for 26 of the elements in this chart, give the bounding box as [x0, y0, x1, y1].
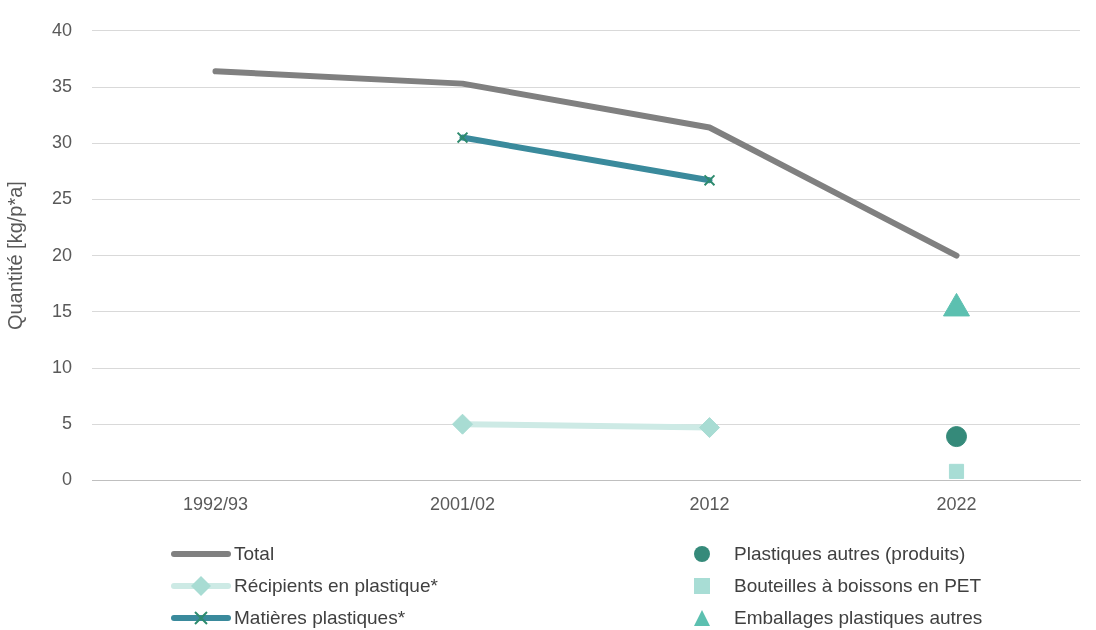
point [456, 131, 469, 144]
y-tick-label: 25 [51, 188, 73, 209]
x-tick-label: 2001/02 [429, 494, 496, 515]
y-tick-label: 20 [51, 244, 73, 265]
y-axis-title: Quantité [kg/p*a] [3, 181, 26, 331]
legend-label: Total [234, 543, 275, 565]
y-tick-label: 35 [51, 75, 73, 96]
y-tick-label: 30 [51, 132, 73, 153]
y-tick-label: 15 [51, 300, 73, 321]
y-tick-label: 10 [51, 356, 73, 377]
legend-label: Emballages plastiques autres [734, 607, 983, 629]
point [948, 463, 965, 479]
point [699, 417, 721, 439]
point [946, 426, 967, 448]
x-tick-label: 2012 [689, 494, 730, 515]
y-tick-label: 5 [62, 413, 73, 434]
point [703, 174, 716, 187]
y-tick-label: 0 [62, 469, 73, 490]
x-tick-label: 1992/93 [182, 494, 249, 515]
legend-label: Bouteilles à boissons en PET [734, 575, 982, 597]
legend-label: Matières plastiques* [234, 607, 406, 629]
legend-label: Récipients en plastique* [234, 575, 438, 597]
y-tick-label: 40 [51, 19, 73, 40]
point [452, 413, 474, 435]
x-tick-label: 2022 [936, 494, 977, 515]
legend-label: Plastiques autres (produits) [734, 543, 966, 565]
